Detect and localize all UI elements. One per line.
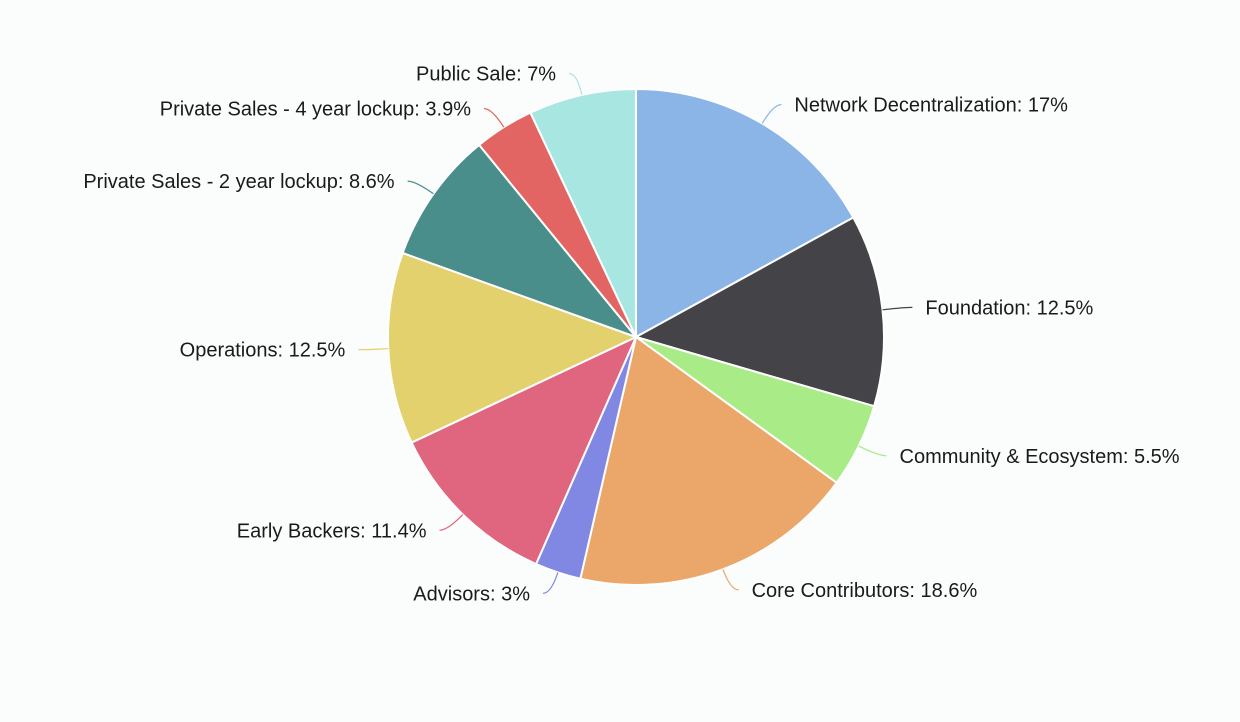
connector-foundation bbox=[882, 306, 913, 311]
slice-network-decentralization[interactable] bbox=[635, 88, 855, 338]
connector-public-sale bbox=[569, 72, 583, 96]
connector-advisors bbox=[542, 572, 559, 594]
slice-labels: Network Decentralization: 17% Foundation:… bbox=[83, 64, 1179, 606]
label-private-sales-2-year-lockup: Private Sales - 2 year lockup: 8.6% bbox=[83, 171, 394, 193]
connector-network-decentralization bbox=[761, 104, 782, 124]
connector-early-backers bbox=[439, 514, 464, 531]
label-advisors: Advisors: 3% bbox=[413, 583, 530, 605]
connector-private-sales-4-year-lockup bbox=[483, 108, 505, 128]
label-community-and-ecosystem: Community & Ecosystem: 5.5% bbox=[900, 446, 1180, 468]
slice-foundation[interactable] bbox=[635, 216, 885, 408]
connector-community-and-ecosystem bbox=[858, 445, 887, 457]
label-core-contributors: Core Contributors: 18.6% bbox=[752, 580, 978, 602]
connector-core-contributors bbox=[722, 569, 739, 591]
label-private-sales-4-year-lockup: Private Sales - 4 year lockup: 3.9% bbox=[160, 99, 471, 121]
pie-slices bbox=[387, 88, 885, 586]
connector-operations bbox=[358, 348, 389, 351]
connector-private-sales-2-year-lockup bbox=[407, 180, 434, 195]
slice-public-sale[interactable] bbox=[529, 88, 637, 338]
label-public-sale: Public Sale: 7% bbox=[416, 64, 556, 86]
label-network-decentralization: Network Decentralization: 17% bbox=[794, 95, 1068, 117]
label-connectors bbox=[358, 72, 913, 594]
slice-private-sales-2-year-lockup[interactable] bbox=[401, 143, 637, 338]
slice-early-backers[interactable] bbox=[410, 336, 637, 565]
slice-operations[interactable] bbox=[387, 251, 637, 444]
label-early-backers: Early Backers: 11.4% bbox=[237, 520, 427, 542]
label-operations: Operations: 12.5% bbox=[180, 340, 346, 362]
label-foundation: Foundation: 12.5% bbox=[925, 297, 1093, 319]
slice-core-contributors[interactable] bbox=[579, 336, 838, 586]
